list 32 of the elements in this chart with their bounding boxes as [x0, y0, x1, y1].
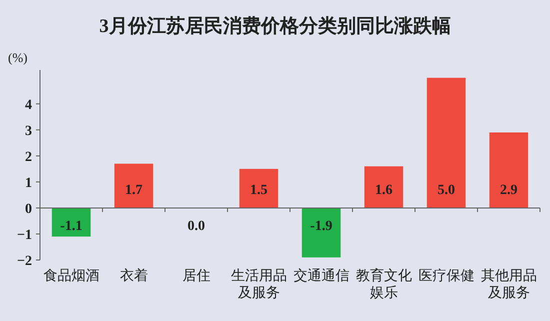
- x-tick-label: 交通通信: [293, 268, 350, 284]
- bar: [302, 208, 341, 258]
- bar: [114, 164, 154, 208]
- data-label: 1.7: [125, 182, 142, 198]
- x-tick-label: 衣着: [120, 268, 148, 284]
- chart-title: 3月份江苏居民消费价格分类别同比涨跌幅: [99, 15, 451, 37]
- y-tick-label: −2: [17, 254, 32, 269]
- x-tick-label: 生活用品及服务: [230, 268, 287, 301]
- x-tick-label: 食品烟酒: [43, 268, 100, 284]
- x-tick-label: 其他用品及服务: [480, 268, 537, 301]
- data-label: 1.5: [250, 182, 268, 198]
- data-label: 1.6: [375, 182, 392, 198]
- bar: [52, 208, 91, 237]
- bar: [426, 78, 466, 208]
- y-tick-label: 3: [25, 124, 32, 139]
- x-tick-label: 居住: [182, 268, 210, 284]
- data-label: 5.0: [438, 182, 455, 198]
- bar: [239, 168, 278, 208]
- data-label: 2.9: [500, 182, 518, 198]
- y-tick-label: 0: [25, 202, 32, 217]
- data-label: 0.0: [188, 218, 205, 234]
- bar: [489, 132, 528, 208]
- x-tick-label: 医疗保健: [418, 268, 474, 284]
- y-tick-label: 4: [25, 98, 32, 113]
- y-tick-label: 2: [25, 150, 32, 165]
- data-label: -1.1: [60, 218, 82, 234]
- y-axis-title: (%): [8, 50, 28, 65]
- x-tick-label: 教育文化娱乐: [356, 267, 412, 301]
- y-tick-label: −1: [17, 228, 32, 243]
- data-label: -1.9: [310, 218, 332, 234]
- bar: [364, 166, 404, 208]
- y-tick-label: 1: [25, 176, 32, 191]
